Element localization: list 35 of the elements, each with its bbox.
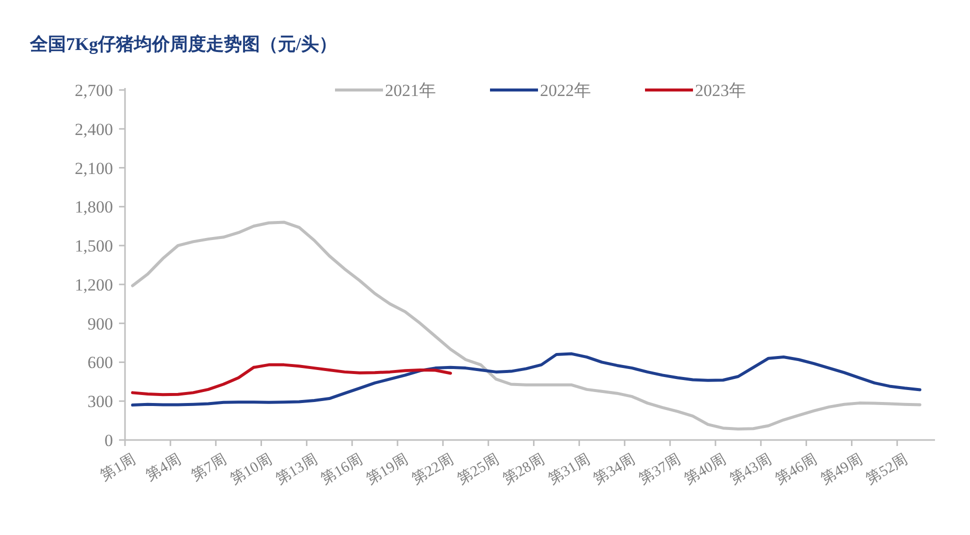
- x-tick-label: 第13周: [272, 450, 320, 488]
- line-series: [131, 220, 922, 430]
- x-tick-label: 第46周: [772, 450, 820, 488]
- x-tick-label: 第7周: [188, 450, 230, 484]
- x-tick-label: 第10周: [227, 450, 275, 488]
- y-tick-label: 1,500: [74, 236, 113, 256]
- y-tick-label: 2,700: [74, 81, 113, 100]
- x-tick-label: 第1周: [98, 450, 139, 484]
- x-tick-label: 第25周: [454, 450, 502, 488]
- x-tick-label: 第52周: [863, 450, 911, 488]
- y-tick-label: 600: [88, 353, 113, 372]
- x-tick-label: 第22周: [409, 450, 457, 488]
- line-series: [131, 352, 922, 406]
- x-tick-label: 第16周: [318, 450, 366, 488]
- x-tick-label: 第31周: [545, 450, 593, 488]
- x-tick-label: 第40周: [682, 450, 730, 488]
- x-tick-label: 第49周: [818, 450, 866, 488]
- line-series: [131, 363, 452, 396]
- y-tick-label: 2,400: [74, 120, 113, 139]
- legend-label: 2022年: [540, 81, 591, 100]
- y-tick-label: 1,200: [74, 275, 113, 294]
- legend-label: 2023年: [695, 81, 746, 100]
- chart-title: 全国7Kg仔猪均价周度走势图（元/头）: [29, 34, 338, 54]
- legend-label: 2021年: [385, 81, 436, 100]
- x-tick-label: 第34周: [590, 450, 638, 488]
- y-tick-label: 900: [88, 314, 113, 334]
- y-tick-label: 0: [104, 431, 113, 450]
- x-tick-label: 第43周: [726, 450, 774, 488]
- x-tick-label: 第19周: [364, 450, 412, 488]
- x-tick-label: 第4周: [143, 450, 184, 484]
- y-tick-label: 1,800: [74, 198, 113, 217]
- x-tick-label: 第28周: [500, 450, 548, 488]
- x-tick-label: 第37周: [636, 450, 684, 488]
- y-tick-label: 300: [88, 392, 113, 412]
- y-tick-label: 2,100: [74, 158, 113, 178]
